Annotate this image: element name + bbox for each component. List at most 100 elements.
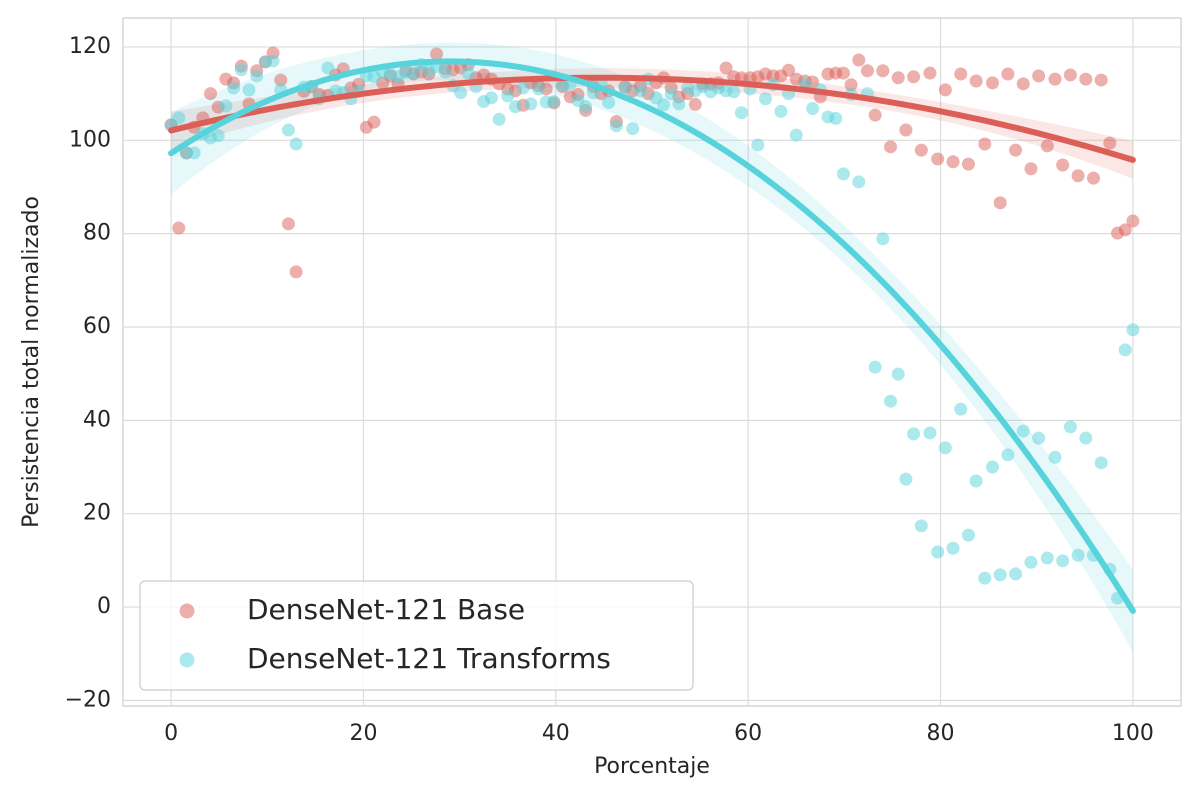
data-point [204, 87, 218, 101]
data-point [946, 541, 960, 555]
data-point [1001, 448, 1015, 462]
data-point [1040, 139, 1054, 153]
data-point [961, 528, 975, 542]
x-tick-label: 0 [164, 721, 178, 746]
data-point [1024, 555, 1038, 569]
data-point [1056, 158, 1070, 172]
y-tick-label: 80 [83, 221, 111, 246]
data-point [1032, 69, 1046, 83]
data-point [1009, 567, 1023, 581]
y-tick-label: −20 [65, 687, 111, 712]
data-point [891, 71, 905, 85]
data-point [633, 84, 647, 98]
legend-label: DenseNet-121 Base [247, 593, 525, 626]
data-point [1001, 67, 1015, 81]
data-point [1048, 450, 1062, 464]
y-axis-label: Persistencia total normalizado [19, 196, 44, 528]
data-point [524, 97, 538, 111]
data-point [618, 81, 632, 95]
data-point [438, 65, 452, 79]
data-point [727, 85, 741, 99]
fit-line [168, 58, 1136, 614]
data-point [946, 155, 960, 169]
data-point [430, 47, 444, 61]
data-point [501, 89, 515, 103]
data-point [1032, 431, 1046, 445]
data-point [172, 111, 186, 125]
data-point [774, 104, 788, 118]
data-point [1009, 143, 1023, 157]
y-tick-label: 0 [97, 594, 111, 619]
data-point [1063, 420, 1077, 434]
data-point [719, 61, 733, 75]
data-point [1056, 554, 1070, 568]
data-point [1086, 171, 1100, 185]
data-point [734, 106, 748, 120]
data-point [914, 519, 928, 533]
data-point [1063, 68, 1077, 82]
data-point [547, 95, 561, 109]
data-point [860, 64, 874, 78]
data-point [923, 426, 937, 440]
data-point [836, 66, 850, 80]
x-tick-label: 40 [542, 721, 570, 746]
data-point [532, 82, 546, 96]
y-tick-label: 60 [83, 314, 111, 339]
data-point [1040, 551, 1054, 565]
data-point [876, 232, 890, 246]
data-point [250, 69, 264, 83]
data-point [454, 86, 468, 100]
legend-marker [179, 603, 195, 619]
data-point [281, 217, 295, 231]
data-point [492, 112, 506, 126]
data-point [876, 64, 890, 78]
data-point [751, 138, 765, 152]
data-point [266, 54, 280, 68]
data-point [1126, 323, 1140, 337]
data-point [1079, 72, 1093, 86]
y-tick-label: 20 [83, 501, 111, 526]
legend-marker [179, 652, 195, 668]
data-point [672, 97, 686, 111]
data-point [1071, 548, 1085, 562]
data-point [985, 460, 999, 474]
data-point [1016, 77, 1030, 91]
data-point [609, 119, 623, 133]
data-point [789, 128, 803, 142]
x-axis-label: Porcentaje [594, 754, 710, 779]
confidence-band [171, 68, 1133, 179]
data-point [938, 83, 952, 97]
data-point [1024, 162, 1038, 176]
x-tick-label: 100 [1112, 721, 1154, 746]
data-point [1071, 169, 1085, 183]
data-point [289, 137, 303, 151]
data-point [1079, 431, 1093, 445]
data-point [899, 472, 913, 486]
data-point [508, 100, 522, 114]
data-point [579, 100, 593, 114]
data-point [211, 129, 225, 143]
data-point [187, 146, 201, 160]
data-point [461, 66, 475, 80]
data-point [844, 78, 858, 92]
data-point [367, 115, 381, 129]
data-point [961, 157, 975, 171]
data-point [852, 175, 866, 189]
data-point [978, 137, 992, 151]
x-tick-label: 60 [734, 721, 762, 746]
data-point [321, 61, 335, 75]
data-point [219, 99, 233, 113]
data-point [516, 81, 530, 95]
y-tick-label: 100 [69, 127, 111, 152]
data-point [1048, 72, 1062, 86]
y-tick-label: 40 [83, 407, 111, 432]
data-point [914, 143, 928, 157]
data-point [1118, 223, 1132, 237]
data-point [281, 123, 295, 137]
data-point [938, 441, 952, 455]
data-point [602, 95, 616, 109]
data-point [1094, 456, 1108, 470]
data-point [1118, 343, 1132, 357]
data-point [907, 427, 921, 441]
data-point [899, 123, 913, 137]
